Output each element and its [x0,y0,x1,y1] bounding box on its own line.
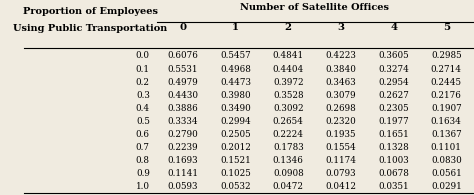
Text: 0.8: 0.8 [136,156,150,165]
Text: 0.2505: 0.2505 [220,130,251,139]
Text: 0.3274: 0.3274 [378,65,409,74]
Text: 0.2985: 0.2985 [431,51,462,60]
Text: 0.2224: 0.2224 [273,130,304,139]
Text: 0.1367: 0.1367 [431,130,462,139]
Text: 0.2012: 0.2012 [220,143,251,152]
Text: 0.1935: 0.1935 [326,130,356,139]
Text: 0.7: 0.7 [136,143,150,152]
Text: 0.2445: 0.2445 [431,78,462,87]
Text: 0.0908: 0.0908 [273,169,304,178]
Text: 0.9: 0.9 [136,169,150,178]
Text: 0.5: 0.5 [136,117,150,126]
Text: 1: 1 [232,23,239,32]
Text: 0.2790: 0.2790 [167,130,198,139]
Text: 0.1651: 0.1651 [378,130,409,139]
Text: 0.3980: 0.3980 [220,91,251,100]
Text: 0.3490: 0.3490 [220,104,251,113]
Text: 0.1554: 0.1554 [326,143,356,152]
Text: 0.4: 0.4 [136,104,150,113]
Text: 0.2994: 0.2994 [220,117,251,126]
Text: 0.2698: 0.2698 [326,104,356,113]
Text: 4: 4 [390,23,397,32]
Text: 0.5531: 0.5531 [168,65,198,74]
Text: 0.0472: 0.0472 [273,182,304,191]
Text: 0.1346: 0.1346 [273,156,304,165]
Text: 0.0412: 0.0412 [326,182,356,191]
Text: 0.2: 0.2 [136,78,150,87]
Text: 0.4968: 0.4968 [220,65,251,74]
Text: 0.4223: 0.4223 [326,51,356,60]
Text: 0.6: 0.6 [136,130,150,139]
Text: 0.4430: 0.4430 [167,91,199,100]
Text: Using Public Transportation: Using Public Transportation [13,24,168,34]
Text: 0.1693: 0.1693 [168,156,198,165]
Text: 0.0291: 0.0291 [431,182,462,191]
Text: 0.3840: 0.3840 [326,65,356,74]
Text: 0.1328: 0.1328 [378,143,409,152]
Text: 1.0: 1.0 [136,182,150,191]
Text: 0.1907: 0.1907 [431,104,462,113]
Text: 0.2954: 0.2954 [378,78,409,87]
Text: 0.2176: 0.2176 [431,91,462,100]
Text: 0.2305: 0.2305 [378,104,409,113]
Text: 2: 2 [285,23,292,32]
Text: 0.1101: 0.1101 [431,143,462,152]
Text: 0.5457: 0.5457 [220,51,251,60]
Text: 0.1783: 0.1783 [273,143,304,152]
Text: 0.0532: 0.0532 [220,182,251,191]
Text: 0.2654: 0.2654 [273,117,304,126]
Text: 0.2714: 0.2714 [431,65,462,74]
Text: 0.4841: 0.4841 [273,51,304,60]
Text: 0.3605: 0.3605 [378,51,409,60]
Text: 0.3972: 0.3972 [273,78,303,87]
Text: 0.0830: 0.0830 [431,156,462,165]
Text: 0.0: 0.0 [136,51,150,60]
Text: 0.1977: 0.1977 [378,117,409,126]
Text: 0.2320: 0.2320 [326,117,356,126]
Text: 0.4404: 0.4404 [273,65,304,74]
Text: 0.4979: 0.4979 [167,78,198,87]
Text: 0.0593: 0.0593 [168,182,198,191]
Text: 0.3334: 0.3334 [168,117,198,126]
Text: 0.1521: 0.1521 [220,156,251,165]
Text: 0: 0 [180,23,186,32]
Text: 0.0678: 0.0678 [378,169,409,178]
Text: 0.4473: 0.4473 [220,78,251,87]
Text: 0.3886: 0.3886 [167,104,198,113]
Text: 0.1141: 0.1141 [167,169,199,178]
Text: 0.3: 0.3 [136,91,150,100]
Text: 0.0351: 0.0351 [378,182,409,191]
Text: 0.3528: 0.3528 [273,91,303,100]
Text: 0.3079: 0.3079 [326,91,356,100]
Text: 0.1: 0.1 [136,65,150,74]
Text: 0.0793: 0.0793 [326,169,356,178]
Text: 3: 3 [337,23,345,32]
Text: Number of Satellite Offices: Number of Satellite Offices [240,3,389,12]
Text: Proportion of Employees: Proportion of Employees [23,7,158,16]
Text: 5: 5 [443,23,450,32]
Text: 0.6076: 0.6076 [167,51,198,60]
Text: 0.2627: 0.2627 [378,91,409,100]
Text: 0.3092: 0.3092 [273,104,303,113]
Text: 0.0561: 0.0561 [431,169,462,178]
Text: 0.1025: 0.1025 [220,169,251,178]
Text: 0.1174: 0.1174 [326,156,356,165]
Text: 0.1003: 0.1003 [378,156,409,165]
Text: 0.3463: 0.3463 [326,78,356,87]
Text: 0.2239: 0.2239 [168,143,198,152]
Text: 0.1634: 0.1634 [431,117,462,126]
